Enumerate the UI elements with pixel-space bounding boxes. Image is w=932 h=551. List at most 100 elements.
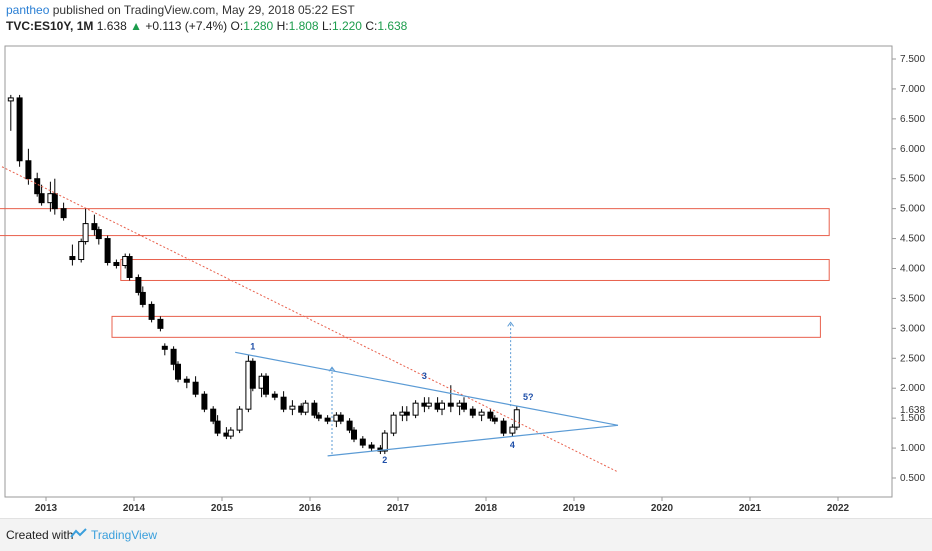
candle	[461, 402, 467, 410]
candle	[78, 241, 85, 261]
y-axis: 7.500 7.000 6.500 6.000 5.500 5.000 4.500 4.000…	[891, 46, 925, 497]
candle	[7, 97, 14, 102]
candle	[126, 256, 133, 278]
zone-1	[120, 259, 830, 281]
target-arrowhead-0	[328, 366, 336, 372]
candle	[390, 414, 397, 434]
y-tick-label: 5.000	[900, 204, 925, 215]
y-tick-label: 3.000	[900, 323, 925, 334]
candle	[280, 396, 287, 410]
candle	[227, 429, 234, 437]
symbol: TVC:ES10Y, 1M	[6, 19, 94, 33]
candle	[113, 262, 120, 267]
candle	[192, 381, 199, 395]
candle	[263, 375, 269, 395]
candles	[7, 94, 520, 455]
candle	[381, 432, 388, 452]
change: +0.113 (+7.4%)	[145, 19, 228, 33]
y-tick-label: 1.500	[900, 413, 925, 424]
candle	[337, 414, 344, 422]
y-tick-label: 4.000	[900, 264, 925, 275]
candle	[69, 256, 76, 261]
y-tick-label: 6.500	[900, 114, 925, 125]
candle	[324, 417, 331, 422]
candle	[161, 345, 168, 350]
close-value: 1.638	[377, 19, 408, 33]
x-tick-label: 2015	[211, 503, 234, 514]
published-text: published on TradingView.com, May 29, 20…	[52, 3, 355, 17]
target-arrowhead-1	[507, 321, 515, 327]
candle	[500, 420, 507, 434]
candle	[412, 402, 419, 416]
up-arrow-icon: ▲	[130, 19, 142, 33]
tradingview-brand-link[interactable]: TradingView	[91, 528, 158, 542]
zone-2	[111, 315, 821, 338]
candle	[236, 408, 243, 431]
candle	[201, 393, 208, 410]
candle	[95, 229, 102, 240]
resistance-zones	[0, 208, 830, 338]
candle	[439, 402, 445, 410]
x-tick-label: 2018	[475, 503, 498, 514]
y-tick-label: 7.000	[900, 84, 925, 95]
open-value: 1.280	[243, 19, 274, 33]
candle	[425, 402, 432, 407]
y-tick-label: 0.500	[900, 473, 925, 484]
open-label: O:	[230, 19, 244, 33]
candle	[104, 238, 111, 264]
candle	[368, 444, 375, 449]
y-tick-label: 1.000	[900, 443, 925, 454]
x-axis: 2013 2014 2015 2016 2017 2018 2019 2020 2021 2022	[35, 497, 850, 514]
triangle-upper-line	[235, 351, 619, 426]
low-label: L:	[321, 19, 332, 33]
candle	[491, 417, 498, 422]
candle	[403, 411, 410, 416]
y-tick-label: 5.500	[900, 174, 925, 185]
candle	[157, 318, 164, 329]
x-tick-label: 2014	[123, 503, 146, 514]
wave-label: 2	[382, 455, 387, 465]
price-chart[interactable]: 1 2 3 4 5? 7.500 7.000 6.500 6.000 5.500 5.000 4.5…	[0, 0, 932, 518]
candle	[249, 360, 256, 389]
header: pantheo published on TradingView.com, Ma…	[6, 3, 355, 17]
author-link[interactable]: pantheo	[6, 3, 50, 17]
y-tick-label: 2.000	[900, 383, 925, 394]
candle	[271, 393, 278, 398]
y-tick-label: 3.500	[900, 293, 925, 304]
overlays: 1 2 3 4 5?	[1, 166, 619, 473]
high-label: H:	[276, 19, 289, 33]
candle	[289, 405, 296, 410]
downtrend-line	[1, 166, 619, 473]
x-tick-label: 2019	[563, 503, 586, 514]
x-tick-label: 2022	[827, 503, 850, 514]
candle	[210, 408, 217, 422]
close-label: C:	[365, 19, 378, 33]
low-value: 1.220	[331, 19, 362, 33]
candle	[60, 208, 67, 219]
y-tick-label: 6.000	[900, 144, 925, 155]
candle	[148, 303, 155, 320]
candle	[513, 409, 520, 428]
tradingview-logo-icon	[70, 528, 87, 538]
created-with-text: Created with	[6, 528, 74, 542]
candle	[311, 402, 318, 416]
wave-label: 4	[510, 440, 515, 450]
candle	[315, 414, 322, 419]
x-tick-label: 2017	[387, 503, 410, 514]
candle	[183, 378, 190, 383]
high-value: 1.808	[288, 19, 319, 33]
ticker-line: TVC:ES10Y, 1M 1.638 ▲ +0.113 (+7.4%) O:1…	[6, 19, 407, 33]
candle	[487, 411, 494, 419]
plot-area	[4, 45, 893, 498]
x-tick-label: 2013	[35, 503, 58, 514]
candle	[359, 438, 366, 446]
candle	[139, 291, 146, 305]
y-tick-label: 4.500	[900, 234, 925, 245]
candle	[175, 363, 181, 380]
x-tick-label: 2020	[651, 503, 674, 514]
x-tick-label: 2021	[739, 503, 762, 514]
last-price-label: 1.638	[900, 405, 925, 416]
zone-0	[0, 208, 830, 237]
y-tick-label: 7.500	[900, 54, 925, 65]
footer: Created with TradingView	[0, 518, 932, 551]
